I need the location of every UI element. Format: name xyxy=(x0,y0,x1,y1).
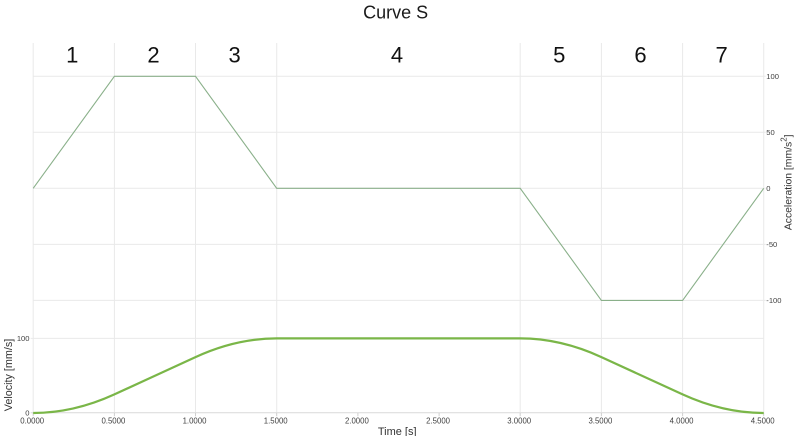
svg-text:1: 1 xyxy=(66,43,78,68)
svg-text:2.0000: 2.0000 xyxy=(345,417,370,426)
svg-text:3: 3 xyxy=(228,43,240,68)
svg-text:100: 100 xyxy=(17,334,30,343)
svg-text:Time [s]: Time [s] xyxy=(378,426,417,436)
svg-text:2: 2 xyxy=(147,43,159,68)
svg-text:0.0000: 0.0000 xyxy=(20,417,45,426)
svg-text:5: 5 xyxy=(553,43,565,68)
svg-text:4.0000: 4.0000 xyxy=(670,417,695,426)
svg-text:6: 6 xyxy=(634,43,646,68)
svg-text:0: 0 xyxy=(25,408,29,417)
svg-text:-100: -100 xyxy=(766,296,781,305)
svg-text:3.5000: 3.5000 xyxy=(588,417,613,426)
svg-text:1.0000: 1.0000 xyxy=(183,417,208,426)
svg-text:1.5000: 1.5000 xyxy=(264,417,289,426)
svg-text:7: 7 xyxy=(715,43,727,68)
svg-text:100: 100 xyxy=(766,72,779,81)
svg-text:50: 50 xyxy=(766,128,774,137)
svg-text:4.5000: 4.5000 xyxy=(751,417,776,426)
svg-text:-50: -50 xyxy=(766,240,777,249)
svg-text:0.5000: 0.5000 xyxy=(101,417,126,426)
svg-text:0: 0 xyxy=(766,184,770,193)
svg-text:Curve S: Curve S xyxy=(363,3,428,23)
svg-text:4: 4 xyxy=(391,43,403,68)
svg-text:Velocity [mm/s]: Velocity [mm/s] xyxy=(3,339,15,412)
svg-text:2.5000: 2.5000 xyxy=(426,417,451,426)
svg-text:3.0000: 3.0000 xyxy=(507,417,532,426)
svg-text:Acceleration [mm/s2]: Acceleration [mm/s2] xyxy=(779,134,794,230)
